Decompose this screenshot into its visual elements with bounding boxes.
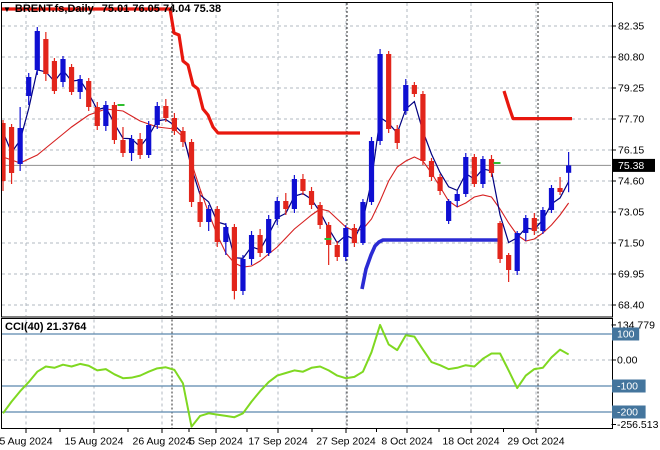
bid-price-badge <box>612 158 655 172</box>
cci-level-badge <box>612 405 646 419</box>
price-axis-label: 71.50 <box>618 238 644 250</box>
time-axis-label: 15 Aug 2024 <box>65 436 124 448</box>
time-axis-label: 26 Aug 2024 <box>133 436 192 448</box>
time-axis-label: 8 Oct 2024 <box>381 436 433 448</box>
trend-stop-line <box>360 238 500 290</box>
price-axis-label: 82.35 <box>618 21 644 33</box>
time-axis-label: 17 Sep 2024 <box>248 436 308 448</box>
cci-axis-label: -256.513 <box>617 419 659 431</box>
price-axis-label: 80.80 <box>618 52 644 64</box>
cci-indicator-line <box>2 323 570 428</box>
time-axis-label: 27 Sep 2024 <box>316 436 376 448</box>
svg-text:100: 100 <box>617 329 635 341</box>
time-axis-label: 5 Aug 2024 <box>0 436 53 448</box>
time-axis-label: 29 Oct 2024 <box>507 436 564 448</box>
cci-axis-label: 0.00 <box>617 355 638 367</box>
trend-stop-line <box>2 7 360 135</box>
time-axis-label: 18 Oct 2024 <box>442 436 499 448</box>
time-axis-label: 5 Sep 2024 <box>189 436 243 448</box>
candles-layer <box>2 27 572 300</box>
svg-text:-200: -200 <box>617 407 638 419</box>
price-axis-label: 77.70 <box>618 114 644 126</box>
trend-stop-line <box>502 90 572 121</box>
price-axis-label: 79.25 <box>618 83 644 95</box>
price-axis-label: 69.95 <box>618 269 644 281</box>
svg-text:75.38: 75.38 <box>618 160 644 172</box>
price-axis-label: 73.05 <box>618 207 644 219</box>
cci-level-badge <box>612 379 646 393</box>
price-axis: 82.35 80.80 79.25 77.70 76.15 74.60 73.05 71.50… <box>611 21 655 312</box>
price-axis-label: 74.60 <box>618 176 644 188</box>
cci-level-badge <box>612 327 640 341</box>
price-axis-label: 76.15 <box>618 145 644 157</box>
price-axis-label: 68.40 <box>618 300 644 312</box>
svg-text:-100: -100 <box>617 381 638 393</box>
cci-panel-layer <box>2 319 611 429</box>
main-panel-layer <box>2 3 611 316</box>
